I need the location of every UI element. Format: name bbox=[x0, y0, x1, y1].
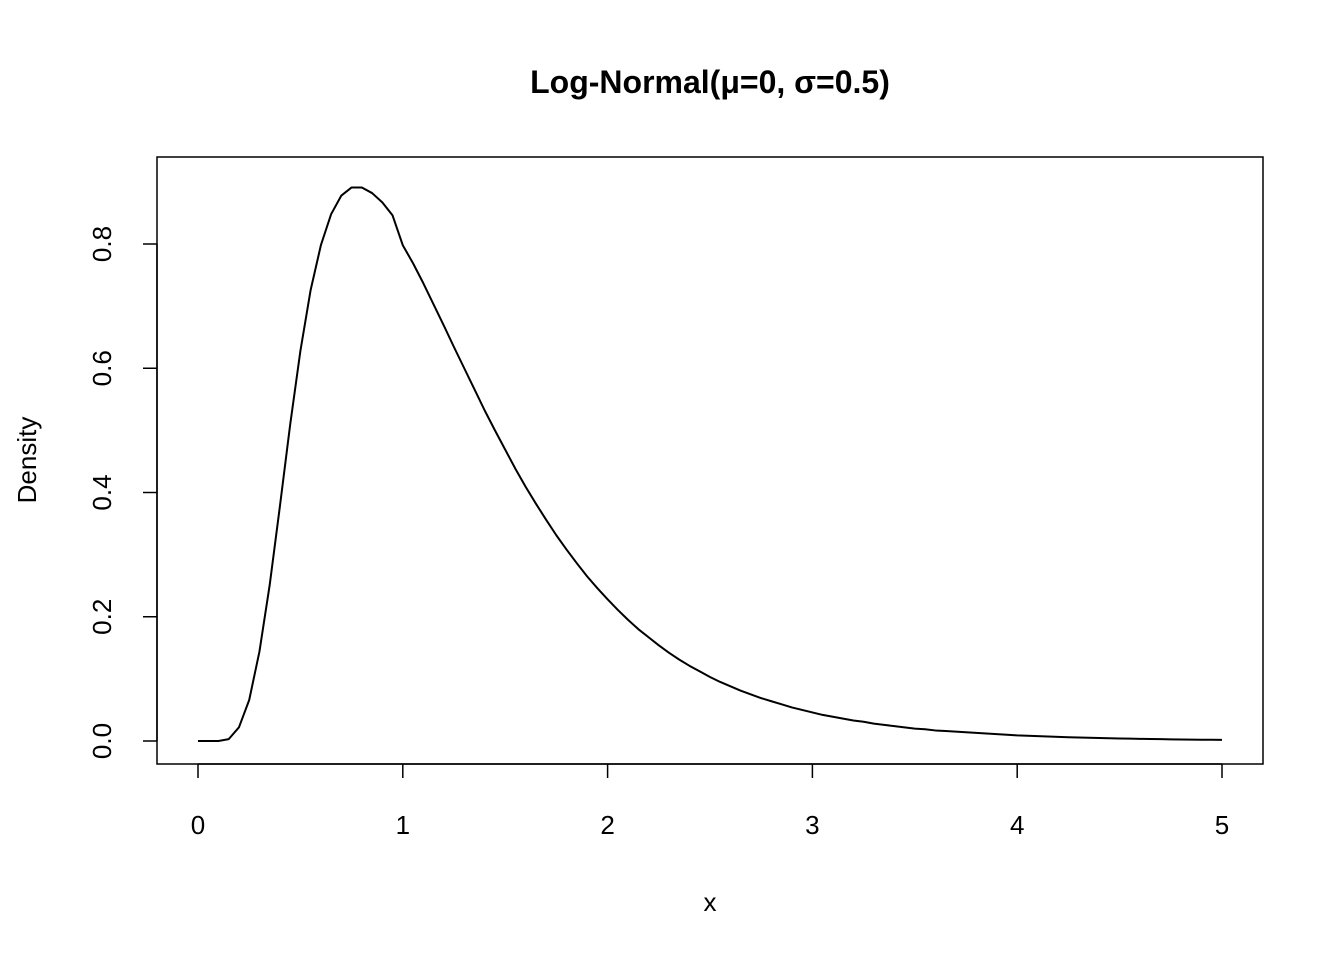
y-axis: 0.0 0.2 0.4 0.6 0.8 bbox=[87, 226, 158, 759]
y-tick-label: 0.8 bbox=[87, 226, 117, 262]
y-tick-label: 0.6 bbox=[87, 350, 117, 386]
y-axis-label: Density bbox=[12, 417, 42, 504]
x-tick-label: 1 bbox=[396, 810, 410, 840]
y-tick-label: 0.4 bbox=[87, 474, 117, 510]
x-axis: 0 1 2 3 4 5 bbox=[191, 763, 1229, 840]
x-tick-label: 2 bbox=[600, 810, 614, 840]
series-layer bbox=[198, 186, 1223, 742]
density-curve-line bbox=[198, 186, 1223, 742]
chart-title: Log-Normal(μ=0, σ=0.5) bbox=[530, 64, 890, 100]
x-axis-label: x bbox=[704, 887, 717, 917]
plot-frame bbox=[156, 156, 1264, 765]
y-tick-label: 0.0 bbox=[87, 723, 117, 759]
x-tick-label: 5 bbox=[1215, 810, 1229, 840]
y-tick-label: 0.2 bbox=[87, 599, 117, 635]
x-tick-label: 4 bbox=[1010, 810, 1024, 840]
x-tick-label: 0 bbox=[191, 810, 205, 840]
x-tick-label: 3 bbox=[805, 810, 819, 840]
